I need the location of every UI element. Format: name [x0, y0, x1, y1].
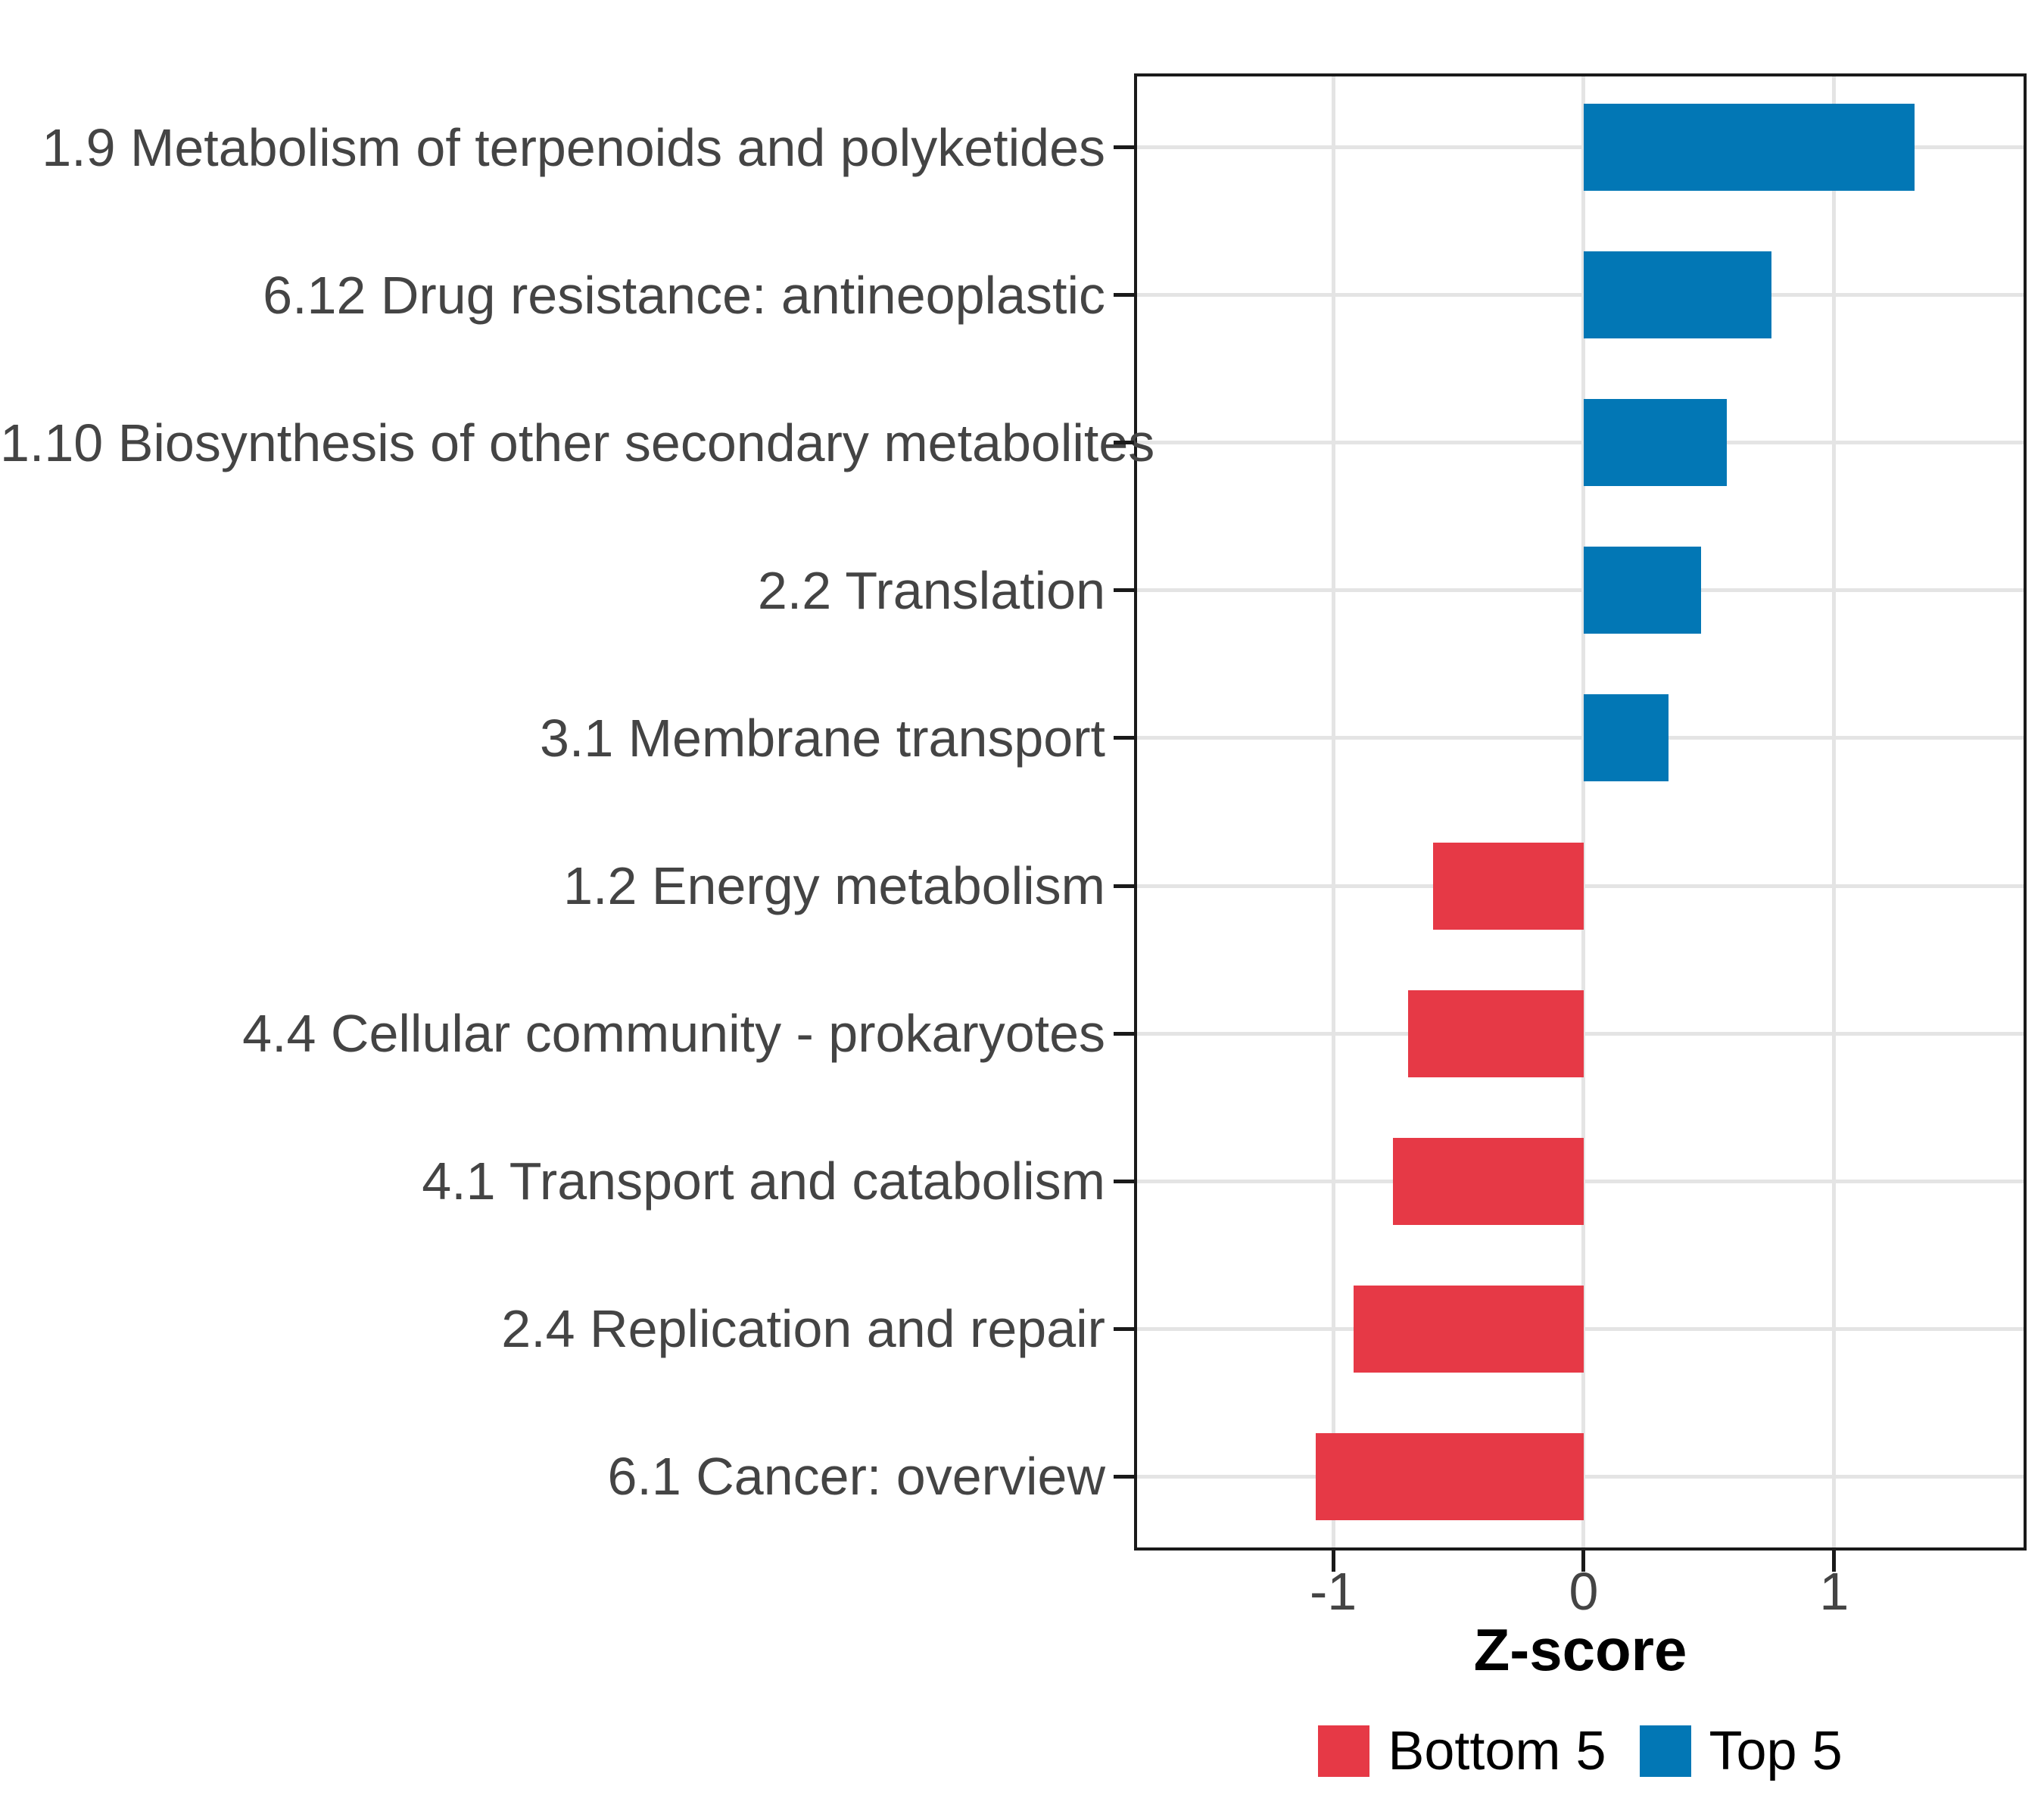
legend-item: Bottom 5 — [1318, 1720, 1606, 1782]
y-axis-tick — [1114, 588, 1134, 593]
y-axis-label: 1.9 Metabolism of terpenoids and polyket… — [42, 117, 1105, 177]
y-axis-label: 1.2 Energy metabolism — [563, 856, 1105, 916]
horizontal-gridline — [1137, 441, 2024, 445]
bar — [1433, 842, 1584, 930]
vertical-gridline — [1331, 76, 1335, 1547]
x-axis-tick — [1832, 1551, 1837, 1572]
x-axis-tick-label: -1 — [1309, 1562, 1357, 1621]
y-axis-label: 6.1 Cancer: overview — [607, 1447, 1105, 1507]
vertical-gridline — [1832, 76, 1837, 1547]
x-axis-tick — [1581, 1551, 1586, 1572]
bar — [1315, 1432, 1584, 1520]
y-axis-tick — [1114, 441, 1134, 445]
y-axis-tick — [1114, 1031, 1134, 1036]
y-axis-tick — [1114, 1179, 1134, 1183]
bar — [1583, 547, 1702, 634]
y-axis-tick — [1114, 1326, 1134, 1331]
horizontal-gridline — [1137, 145, 2024, 150]
x-axis-title: Z-score — [1473, 1616, 1687, 1683]
x-axis-tick-label: 1 — [1819, 1562, 1849, 1621]
horizontal-gridline — [1137, 588, 2024, 593]
y-axis-label: 4.4 Cellular community - prokaryotes — [242, 1004, 1105, 1064]
y-axis-label: 4.1 Transport and catabolism — [422, 1152, 1105, 1211]
y-axis-tick — [1114, 736, 1134, 740]
y-axis-label: 3.1 Membrane transport — [539, 708, 1105, 768]
bar — [1353, 1285, 1584, 1373]
y-axis-label: 6.12 Drug resistance: antineoplastic — [263, 265, 1105, 325]
horizontal-gridline — [1137, 293, 2024, 298]
legend-swatch — [1639, 1725, 1691, 1777]
plot-panel — [1134, 73, 2027, 1551]
bar — [1393, 1137, 1584, 1225]
y-axis-tick — [1114, 293, 1134, 298]
y-axis-tick — [1114, 145, 1134, 150]
bar — [1583, 399, 1727, 487]
y-axis-label: 1.10 Biosynthesis of other secondary met… — [0, 413, 1155, 472]
y-axis-tick — [1114, 884, 1134, 888]
x-axis-tick-label: 0 — [1569, 1562, 1599, 1621]
y-axis-label: 2.4 Replication and repair — [501, 1299, 1105, 1359]
legend: Bottom 5 Top 5 — [1134, 1720, 2027, 1782]
x-axis-tick — [1331, 1551, 1335, 1572]
vertical-gridline — [1581, 76, 1586, 1547]
legend-label: Top 5 — [1709, 1721, 1843, 1781]
legend-label: Bottom 5 — [1388, 1721, 1606, 1781]
bar — [1408, 990, 1584, 1077]
legend-item: Top 5 — [1639, 1720, 1843, 1782]
horizontal-gridline — [1137, 736, 2024, 740]
legend-swatch — [1318, 1725, 1370, 1777]
bar — [1583, 251, 1772, 339]
bar — [1583, 694, 1669, 782]
y-axis-label: 2.2 Translation — [757, 560, 1105, 620]
y-axis-tick — [1114, 1474, 1134, 1479]
bar — [1583, 104, 1915, 192]
